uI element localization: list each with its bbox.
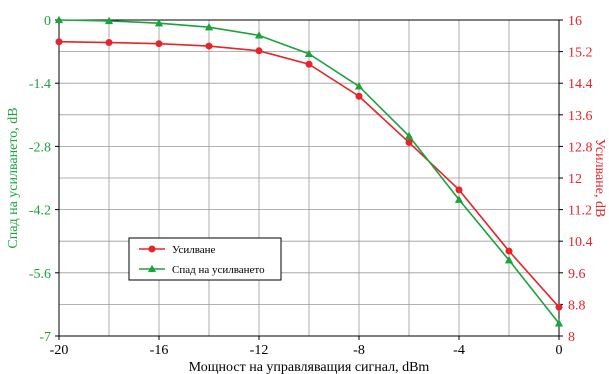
data-point <box>254 31 264 39</box>
x-tick-label: -8 <box>353 343 365 358</box>
data-point <box>204 23 214 31</box>
series-gain <box>55 38 563 311</box>
legend-entry: Спад на усилването <box>139 264 265 276</box>
y-right-tick-label: 16 <box>568 14 582 29</box>
data-point <box>104 16 114 25</box>
y-right-tick-label: 14.4 <box>568 77 593 92</box>
y-left-tick-label: -2.8 <box>29 140 51 155</box>
y-right-tick-label: 12.8 <box>568 140 593 155</box>
y-left-tick-label: -4.2 <box>29 204 51 219</box>
x-axis-label: Мощност на управляващия сигнал, dBm <box>189 360 430 374</box>
data-point <box>255 47 263 55</box>
y-right-tick-label: 8 <box>568 330 575 345</box>
data-point <box>355 92 363 100</box>
x-tick-label: 0 <box>556 343 563 358</box>
data-point <box>455 186 463 194</box>
legend-marker <box>147 264 157 273</box>
legend-entry: Усилване <box>139 244 216 256</box>
data-point <box>154 18 164 27</box>
y-left-tick-label: -7 <box>39 330 51 345</box>
y-right-tick-label: 11.2 <box>568 204 592 219</box>
data-point <box>54 15 64 24</box>
data-point <box>405 138 413 146</box>
data-point <box>304 49 314 58</box>
data-point <box>505 247 513 255</box>
y-right-tick-label: 12 <box>568 172 582 187</box>
x-tick-label: -16 <box>150 343 169 358</box>
y-right-tick-label: 13.6 <box>568 109 593 124</box>
legend: Усилване Спад на усилването <box>128 237 282 281</box>
data-point <box>504 255 514 264</box>
data-point <box>305 60 313 68</box>
x-tick-label: -12 <box>250 343 269 358</box>
legend-box <box>128 237 282 281</box>
data-point <box>354 82 364 90</box>
ticks: -20 -16 -12 -8 -4 0 0 -1.4 -2.8 -4.2 -5.6 -7 16 15.2 1… <box>29 14 593 358</box>
data-point <box>404 131 414 140</box>
x-tick-label: -20 <box>50 343 69 358</box>
data-point <box>205 42 213 50</box>
legend-marker <box>148 245 156 253</box>
y-left-tick-label: -1.4 <box>29 77 51 92</box>
y-right-tick-label: 8.8 <box>568 298 586 313</box>
data-point <box>554 319 564 327</box>
y-left-tick-label: 0 <box>44 14 51 29</box>
data-point <box>55 38 63 46</box>
data-point <box>105 39 113 47</box>
series <box>54 15 564 327</box>
x-tick-label: -4 <box>453 343 465 358</box>
y-axis-left-label: Спад на усилването, dB <box>6 107 21 248</box>
y-right-tick-label: 15.2 <box>568 46 593 61</box>
data-point <box>555 303 563 311</box>
data-point <box>155 40 163 48</box>
legend-label: Спад на усилването <box>172 264 265 276</box>
y-left-tick-label: -5.6 <box>29 267 51 282</box>
y-axis-right-label: Усилване, dB <box>592 139 607 218</box>
series-gain-drop <box>54 15 564 327</box>
y-right-tick-label: 9.6 <box>568 267 586 282</box>
legend-label: Усилване <box>172 244 216 256</box>
data-point <box>454 195 464 203</box>
y-right-tick-label: 10.4 <box>568 235 593 250</box>
